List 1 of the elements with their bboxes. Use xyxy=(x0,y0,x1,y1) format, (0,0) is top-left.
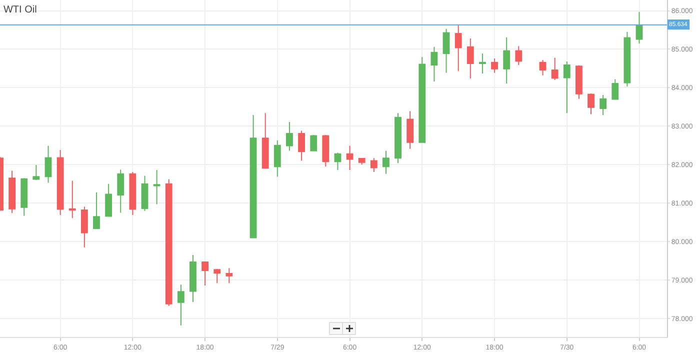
chart-title: WTI Oil xyxy=(3,4,37,16)
